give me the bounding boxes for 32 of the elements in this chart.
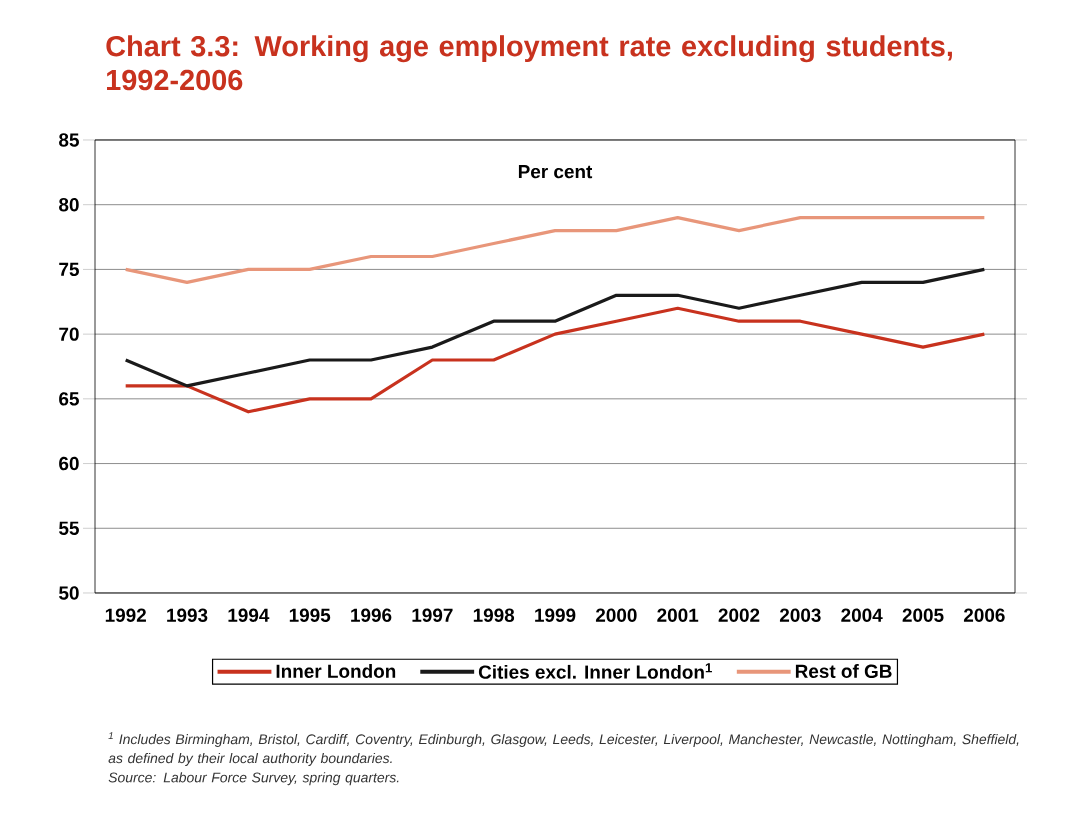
x-tick-label: 2000	[595, 608, 637, 622]
x-tick-label: 2006	[963, 608, 1005, 622]
x-tick-label: 1998	[473, 608, 515, 622]
x-tick-label: 1993	[167, 608, 208, 622]
x-tick-label: 1995	[289, 608, 331, 622]
y-tick-label: 55	[59, 521, 79, 535]
text: $^{1}$ Includes Birmingham, Bristol, Cardiff, Coventry, Edinburgh, Glasgow, Leeds, Leicester, Liverpool, Manchester, Newcastle, Nottingham, Sheffield, as defined by their local authority boundaries.	[108, 732, 1019, 766]
source-note: Source: Labour Force Survey, spring quarters.	[108, 772, 399, 786]
x-tick-label: 1992	[105, 608, 146, 622]
y-tick-label: 65	[59, 392, 79, 406]
x-tick-label: 2003	[779, 608, 821, 622]
y-tick-label: 70	[59, 327, 79, 341]
x-tick-label: 1999	[535, 608, 576, 622]
x-tick-label: 1997	[412, 608, 453, 622]
y-tick-label: 85	[59, 133, 79, 147]
x-tick-label: 2001	[657, 608, 699, 622]
x-tick-label: 1994	[228, 608, 270, 622]
x-tick-label: 2005	[902, 608, 944, 622]
x-tick-label: 1996	[351, 608, 392, 622]
line-series	[124, 267, 986, 388]
legend-label: Cities excl. Inner London$^{1}$	[478, 663, 712, 679]
y-tick-label: 75	[59, 262, 79, 277]
legend-label: Inner London	[276, 664, 396, 678]
x-tick-label: 2002	[718, 608, 760, 622]
y-axis-title: Per cent	[518, 165, 593, 179]
legend-label: Rest of GB	[795, 664, 892, 678]
x-tick-label: 2004	[841, 608, 883, 622]
y-tick-label: 60	[59, 456, 79, 471]
line-series	[124, 306, 986, 414]
chart-title: Chart 3.3: Working age employment rate excluding students, 1992-2006	[106, 35, 952, 91]
y-tick-label: 80	[59, 197, 79, 212]
y-tick-label: 50	[59, 586, 79, 600]
